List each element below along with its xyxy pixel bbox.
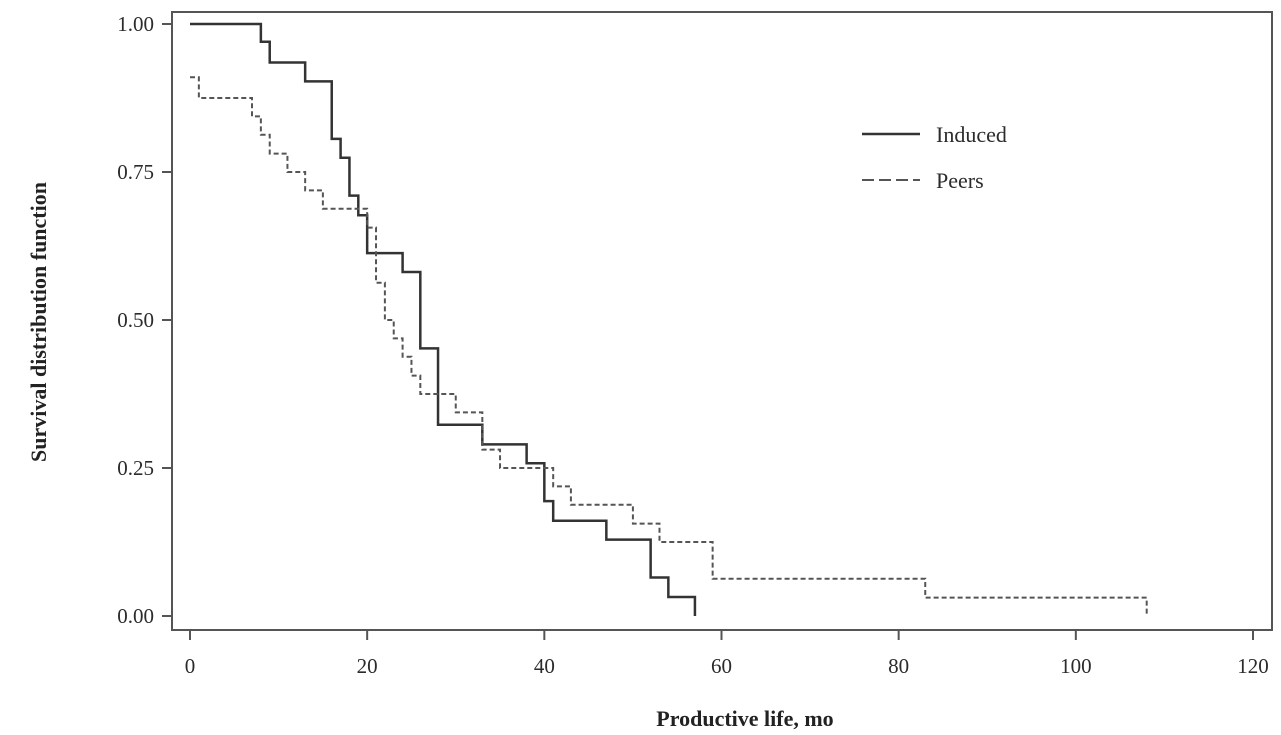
y-axis-title: Survival distribution function bbox=[26, 182, 51, 462]
x-axis-title: Productive life, mo bbox=[656, 706, 833, 731]
y-tick-label: 0.75 bbox=[117, 160, 154, 184]
series-line-peers bbox=[190, 76, 1148, 616]
y-tick-label: 0.25 bbox=[117, 456, 154, 480]
legend-label-peers: Peers bbox=[936, 168, 984, 193]
y-tick-label: 0.50 bbox=[117, 308, 154, 332]
x-tick-label: 120 bbox=[1237, 654, 1269, 678]
x-tick-label: 80 bbox=[888, 654, 909, 678]
x-tick-label: 40 bbox=[534, 654, 555, 678]
axes: 0 20 40 60 80 100 120 0.00 0.25 0.50 0.75 1.00 bbox=[117, 11, 1273, 678]
legend-label-induced: Induced bbox=[936, 122, 1007, 147]
legend: Induced Peers bbox=[862, 122, 1007, 193]
x-tick-label: 0 bbox=[185, 654, 196, 678]
y-tick-label: 0.00 bbox=[117, 604, 154, 628]
x-tick-label: 20 bbox=[357, 654, 378, 678]
plot-frame bbox=[171, 11, 1273, 631]
x-tick-label: 60 bbox=[711, 654, 732, 678]
y-tick-label: 1.00 bbox=[117, 12, 154, 36]
plot-area bbox=[190, 22, 1148, 616]
x-tick-label: 100 bbox=[1060, 654, 1092, 678]
series-line-induced bbox=[190, 22, 697, 616]
